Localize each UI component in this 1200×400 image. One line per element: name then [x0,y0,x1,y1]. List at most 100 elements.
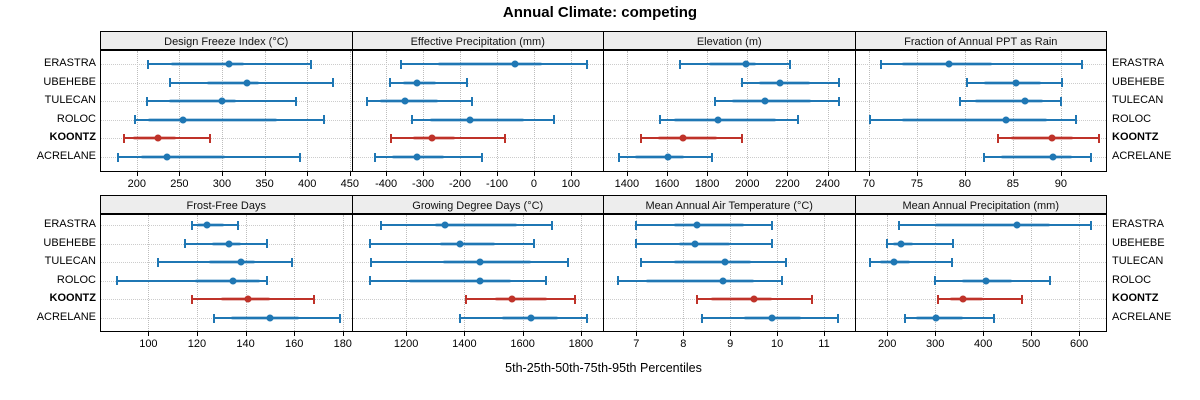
whisker-line [640,137,743,140]
tick-mark [887,332,889,336]
tick-mark [496,172,498,176]
tick-label: 120 [187,338,207,350]
median-dot [225,60,233,68]
whisker-cap [617,152,620,162]
grid-line [1012,51,1014,171]
tick-mark [196,332,198,336]
site-label-right: KOONTZ [1112,131,1159,144]
tick-label: 8 [680,338,687,350]
site-label-left: ERASTRA [44,57,96,69]
whisker-line [465,298,576,301]
whisker-cap [146,96,148,106]
tick-mark [342,332,344,336]
median-dot [1012,79,1020,87]
panel-strip: Frost-Free Days [100,195,353,214]
whisker-cap [157,257,160,267]
panel: Mean Annual Air Temperature (°C) 7 8 9 10 11 [603,195,856,354]
tick-mark [747,172,749,176]
whisker-cap [880,59,883,69]
tick-mark [386,172,388,176]
whisker-cap [898,220,901,230]
whisker-cap [965,78,968,88]
median-dot [428,134,436,142]
plot-area [854,214,1107,332]
row-guide-line [855,262,1106,264]
whisker-cap [544,276,547,286]
whisker-cap [789,59,792,69]
tick-mark [636,332,638,336]
tick-label: 400 [973,338,993,350]
whisker-line [124,137,211,140]
whisker-line [459,317,587,319]
tick-label: 1600 [510,338,535,350]
panel-title: Fraction of Annual PPT as Rain [904,36,1058,48]
whisker-cap [959,96,962,106]
grid-line [730,215,732,331]
tick-mark [406,332,408,336]
whisker-line [742,81,839,84]
median-dot [679,134,687,142]
tick-mark [570,172,572,176]
median-dot [691,240,699,248]
whisker-cap [811,294,814,304]
grid-line [777,215,779,331]
grid-line [747,51,749,171]
panel: Frost-Free Days 100 120 140 160 180 [100,195,353,354]
grid-line [964,51,966,171]
row-guide-line [101,138,352,140]
whisker-cap [1098,133,1101,143]
tick-label: 10 [770,338,784,350]
tick-mark [824,332,825,336]
median-dot [721,258,729,266]
tick-mark [777,332,779,336]
whisker-line [905,317,994,319]
tick-label: 1800 [694,178,720,190]
panel-strip: Effective Precipitation (mm) [351,31,604,50]
whisker-cap [659,115,661,125]
whisker-cap [714,96,717,106]
whisker-cap [323,115,326,125]
tick-mark [916,172,918,176]
whisker-cap [992,313,995,323]
whisker-line [869,118,1077,121]
median-dot [163,153,171,161]
whisker-line [636,224,773,226]
tick-label: 350 [255,178,274,190]
median-dot [244,295,252,303]
tick-label: 200 [877,338,897,350]
whisker-line [400,63,588,65]
tick-mark [460,172,461,176]
whisker-cap [868,115,871,125]
grid-line [148,215,150,331]
panel-strip: Elevation (m) [603,31,856,50]
tick-mark [245,332,247,336]
row-guide-line [352,82,603,84]
whisker-line [135,118,325,121]
whisker-cap [701,313,704,323]
median-dot [218,97,226,105]
median-dot [890,258,898,266]
tick-mark [1031,332,1033,336]
whisker-cap [837,313,840,323]
grid-line [1060,51,1062,171]
plot-area [603,214,856,332]
whisker-cap [771,220,774,230]
median-dot [508,295,516,303]
panel-title: Effective Precipitation (mm) [410,36,545,48]
whisker-line [997,137,1100,140]
median-dot [441,221,449,229]
whisker-line [660,118,799,121]
whisker-cap [797,115,800,125]
whisker-cap [465,78,468,88]
tick-label: 2200 [775,178,800,190]
whisker-line [389,81,467,84]
site-label-right: ACRELANE [1112,150,1172,162]
grid-line [522,215,524,331]
tick-label: 300 [212,178,232,190]
grid-line [386,51,388,171]
whisker-cap [1089,152,1092,162]
whisker-cap [458,313,461,323]
whisker-cap [464,294,467,304]
whisker-cap [885,239,888,249]
row-guide-line [855,243,1106,245]
